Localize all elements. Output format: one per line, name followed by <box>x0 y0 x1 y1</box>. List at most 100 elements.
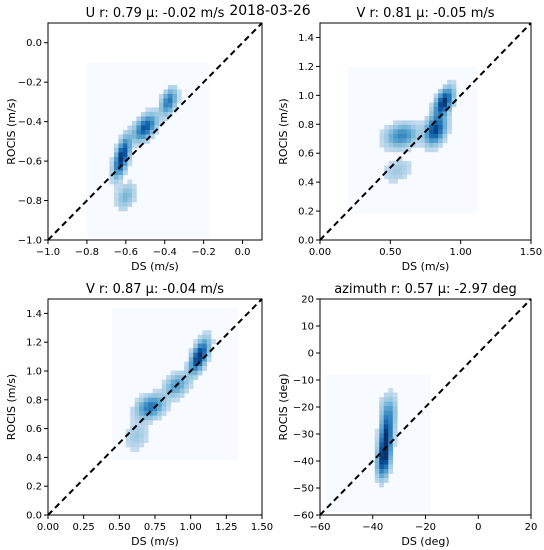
density-cell <box>197 348 203 353</box>
y-tick-label: 0.8 <box>26 395 42 406</box>
density-cell <box>379 138 385 144</box>
density-cell <box>134 433 140 439</box>
density-cell <box>157 388 162 394</box>
density-cell <box>438 124 443 130</box>
density-cell <box>206 348 212 353</box>
density-cell <box>184 370 189 376</box>
density-cell <box>175 375 180 380</box>
density-cell <box>122 170 128 176</box>
density-cell <box>388 464 394 470</box>
density-cell <box>442 88 448 94</box>
density-cell <box>415 138 421 144</box>
density-cell <box>113 188 119 194</box>
x-tick-label: −0.2 <box>191 247 215 258</box>
density-cell <box>175 388 180 394</box>
density-cell <box>379 401 385 407</box>
density-cell <box>374 473 380 479</box>
density-cell <box>424 138 430 144</box>
density-cell <box>113 161 119 167</box>
density-cell <box>379 446 385 452</box>
density-cell <box>429 142 434 148</box>
density-cell <box>175 370 180 376</box>
density-cell <box>442 133 448 139</box>
density-cell <box>136 116 142 122</box>
density-cell <box>379 451 385 456</box>
density-cell <box>383 397 389 402</box>
density-cell <box>113 197 119 203</box>
y-tick-label: 1.2 <box>298 62 314 73</box>
density-cell <box>384 165 389 171</box>
density-cell <box>379 482 385 488</box>
density-cell <box>140 111 146 117</box>
y-tick-label: 0.6 <box>298 149 314 160</box>
density-cell <box>134 429 140 434</box>
density-cell <box>415 129 421 135</box>
density-cell <box>140 134 146 140</box>
density-cell <box>379 469 385 474</box>
density-cell <box>158 116 164 122</box>
density-cell <box>433 142 439 148</box>
density-cell <box>402 160 407 166</box>
density-cell <box>130 415 135 421</box>
density-cell <box>125 438 131 443</box>
density-cell <box>379 410 385 416</box>
density-cell <box>442 97 448 103</box>
density-cell <box>429 102 434 108</box>
density-cell <box>202 352 207 358</box>
density-cell <box>442 115 448 121</box>
density-cell <box>167 102 173 108</box>
panel-1: −1.0 −0.8 −0.6 −0.4 −0.2 0.0 −1.0 −0.8 −0.6 −0.4 −… <box>5 6 263 273</box>
one-to-one-line <box>47 298 263 516</box>
density-cell <box>388 392 394 398</box>
density-cells <box>125 330 216 452</box>
x-tick-label: 0.50 <box>379 247 401 258</box>
density-cell <box>118 201 124 207</box>
density-cell <box>134 424 140 430</box>
density-cell <box>392 437 398 443</box>
one-to-one-line <box>319 22 532 241</box>
density-cell <box>384 147 389 153</box>
density-cell <box>158 102 164 108</box>
density-cell <box>143 402 149 407</box>
x-tick-label: −60 <box>309 522 330 533</box>
density-cell <box>163 93 169 99</box>
density-cell <box>170 379 176 385</box>
density-cell <box>397 174 403 180</box>
density-cell <box>134 447 140 452</box>
density-cell <box>393 174 398 180</box>
density-cell <box>184 388 189 394</box>
density-cell <box>384 129 389 135</box>
density-cell <box>127 143 133 149</box>
y-tick-label: 0.2 <box>26 482 42 493</box>
density-cell <box>157 397 162 403</box>
density-cell <box>433 147 439 153</box>
density-cell <box>167 111 173 117</box>
density-cell <box>451 79 457 85</box>
density-cell <box>383 446 389 452</box>
density-cell <box>438 142 443 148</box>
density-cell <box>176 89 182 95</box>
density-cell <box>130 420 135 425</box>
density-cell <box>139 406 144 412</box>
density-cell <box>429 115 434 121</box>
density-cell <box>166 379 171 385</box>
density-cell <box>122 129 128 135</box>
density-cell <box>130 433 135 439</box>
density-cell <box>383 428 389 434</box>
density-cell <box>388 178 394 184</box>
density-cell <box>145 125 151 131</box>
density-cell <box>131 188 137 194</box>
density-cell <box>158 107 164 113</box>
x-axis-label: DS (m/s) <box>131 260 179 273</box>
density-cell <box>451 97 457 103</box>
density-cell <box>433 93 439 99</box>
density-cell <box>118 174 124 180</box>
density-cell <box>143 438 149 443</box>
density-cell <box>118 147 124 153</box>
density-cell <box>130 447 135 452</box>
density-cell <box>388 133 394 139</box>
density-cell <box>433 120 439 126</box>
density-cell <box>438 129 443 135</box>
density-cell <box>402 165 407 171</box>
density-cell <box>383 433 389 438</box>
